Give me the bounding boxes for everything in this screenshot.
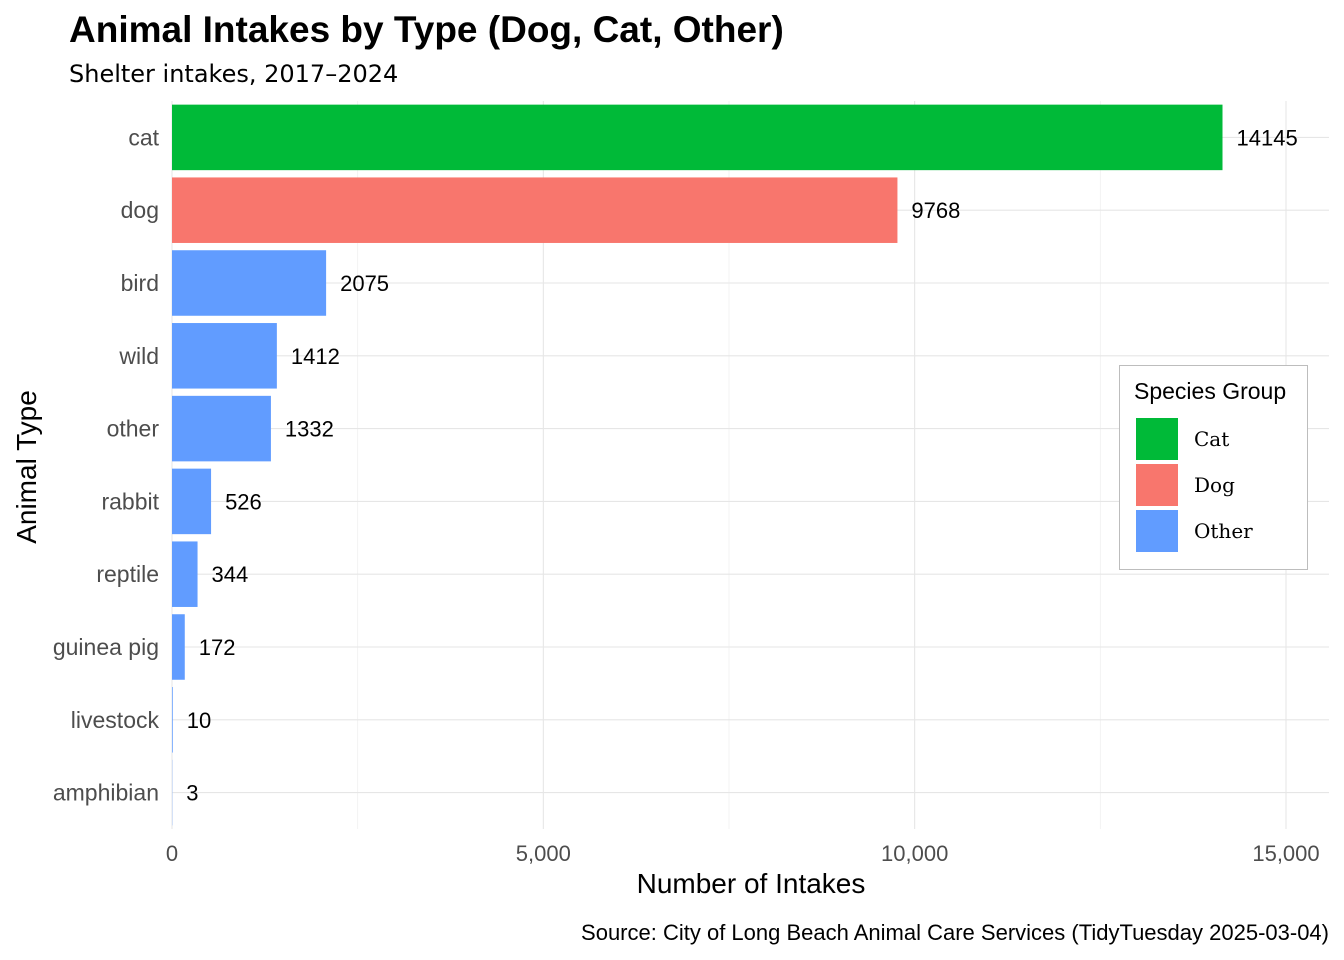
x-tick-label: 0 [166, 841, 178, 866]
bar-other [172, 395, 271, 462]
bar-cat [172, 104, 1223, 171]
x-axis-title: Number of Intakes [637, 868, 866, 899]
y-tick-label: wild [118, 343, 159, 369]
x-tick-label: 10,000 [881, 841, 948, 866]
bar-reptile [172, 541, 198, 607]
bar-wild [172, 323, 277, 389]
bar-value-label: 14145 [1237, 125, 1298, 150]
legend-key-cat [1136, 418, 1178, 460]
legend-label: Cat [1194, 427, 1229, 451]
y-tick-label: dog [121, 197, 159, 223]
chart-title: Animal Intakes by Type (Dog, Cat, Other) [69, 9, 784, 50]
chart-caption: Source: City of Long Beach Animal Care S… [581, 920, 1329, 945]
bar-bird [172, 250, 327, 316]
bar-value-label: 526 [225, 489, 262, 514]
bar-value-label: 344 [212, 562, 249, 587]
bar-value-label: 1412 [291, 344, 340, 369]
bar-value-label: 172 [199, 635, 236, 660]
chart-subtitle: Shelter intakes, 2017–2024 [69, 60, 398, 88]
legend: Species Group Cat Dog Other [1119, 365, 1308, 570]
y-tick-label: cat [128, 124, 159, 150]
legend-label: Dog [1194, 473, 1235, 497]
y-tick-label: rabbit [101, 488, 159, 514]
bar-value-label: 3 [186, 781, 198, 806]
x-axis-tick-labels: 0 5,000 10,000 15,000 [166, 841, 1320, 866]
y-tick-label: reptile [96, 561, 159, 587]
bar-dog [172, 177, 898, 243]
y-axis-title: Animal Type [11, 390, 42, 544]
legend-key-dog [1136, 464, 1178, 506]
y-axis-tick-labels: cat dog bird wild other rabbit reptile guinea p… [53, 124, 160, 805]
bar-guinea-pig [172, 614, 185, 680]
legend-key-other [1136, 510, 1178, 552]
bar-value-label: 10 [187, 708, 211, 733]
y-tick-label: bird [121, 270, 159, 296]
bar-livestock [172, 687, 173, 753]
y-tick-label: guinea pig [53, 634, 159, 660]
x-tick-label: 15,000 [1252, 841, 1319, 866]
y-tick-label: livestock [71, 707, 160, 733]
bar-value-label: 9768 [911, 198, 960, 223]
legend-entries: Cat Dog Other [1136, 418, 1253, 552]
y-tick-label: other [107, 416, 160, 442]
bar-rabbit [172, 468, 212, 535]
bar-value-label: 1332 [285, 417, 334, 442]
y-tick-label: amphibian [53, 780, 159, 806]
bar-value-label: 2075 [340, 271, 389, 296]
bar-labels: 14145 9768 2075 1412 1332 526 344 172 10 3 [186, 125, 1297, 805]
x-tick-label: 5,000 [516, 841, 571, 866]
bars [172, 104, 1223, 826]
legend-label: Other [1194, 519, 1253, 543]
legend-title: Species Group [1134, 378, 1286, 404]
